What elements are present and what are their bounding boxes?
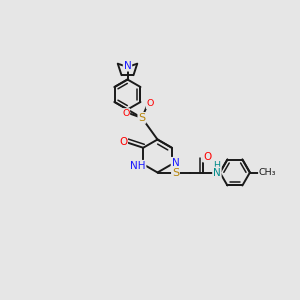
Text: H: H [213,161,220,170]
Text: N: N [213,167,221,178]
Text: O: O [203,152,211,162]
Text: S: S [138,113,146,123]
Text: N: N [172,158,179,168]
Text: O: O [147,99,154,108]
Text: N: N [124,61,131,71]
Text: O: O [119,137,127,147]
Text: S: S [172,167,179,178]
Text: CH₃: CH₃ [259,168,276,177]
Text: NH: NH [130,161,146,171]
Text: O: O [122,109,129,118]
